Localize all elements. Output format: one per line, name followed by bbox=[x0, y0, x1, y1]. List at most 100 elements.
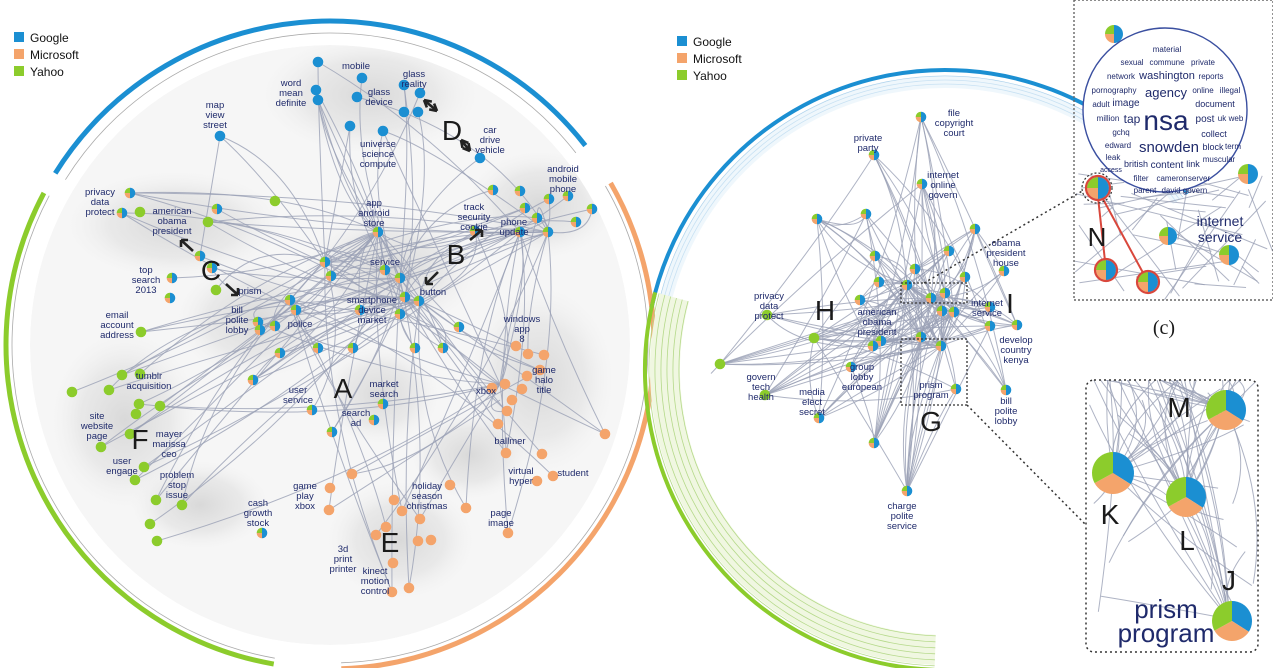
topic-node[interactable] bbox=[943, 245, 955, 257]
topic-node[interactable] bbox=[256, 527, 268, 539]
topic-node[interactable] bbox=[150, 494, 162, 506]
topic-node[interactable] bbox=[939, 287, 951, 299]
topic-node[interactable] bbox=[138, 461, 150, 473]
topic-node[interactable] bbox=[399, 291, 411, 303]
topic-node[interactable] bbox=[1000, 384, 1012, 396]
topic-node[interactable] bbox=[247, 374, 259, 386]
topic-node[interactable] bbox=[413, 295, 425, 307]
topic-node[interactable] bbox=[354, 304, 366, 316]
topic-node[interactable] bbox=[386, 586, 398, 598]
topic-node[interactable] bbox=[510, 340, 522, 352]
topic-node[interactable] bbox=[500, 447, 512, 459]
topic-node[interactable] bbox=[437, 342, 449, 354]
topic-node[interactable] bbox=[398, 79, 410, 91]
topic-node[interactable] bbox=[460, 502, 472, 514]
topic-node[interactable] bbox=[761, 309, 773, 321]
topic-node[interactable] bbox=[254, 324, 266, 336]
topic-node[interactable] bbox=[274, 347, 286, 359]
topic-node[interactable] bbox=[211, 203, 223, 215]
topic-node[interactable] bbox=[368, 414, 380, 426]
topic-node[interactable] bbox=[543, 193, 555, 205]
topic-node[interactable] bbox=[151, 535, 163, 547]
topic-node[interactable] bbox=[388, 494, 400, 506]
topic-node[interactable] bbox=[134, 206, 146, 218]
topic-node[interactable] bbox=[116, 207, 128, 219]
topic-node[interactable] bbox=[377, 398, 389, 410]
topic-node[interactable] bbox=[409, 342, 421, 354]
topic-node[interactable] bbox=[714, 358, 726, 370]
topic-node[interactable] bbox=[1011, 319, 1023, 331]
topic-node[interactable] bbox=[522, 348, 534, 360]
topic-node[interactable] bbox=[394, 272, 406, 284]
topic-node[interactable] bbox=[487, 184, 499, 196]
topic-node[interactable] bbox=[306, 404, 318, 416]
topic-node[interactable] bbox=[194, 250, 206, 262]
topic-node[interactable] bbox=[813, 412, 825, 424]
topic-node[interactable] bbox=[531, 212, 543, 224]
topic-node[interactable] bbox=[103, 384, 115, 396]
topic-node[interactable] bbox=[351, 91, 363, 103]
topic-node-K[interactable] bbox=[1092, 452, 1134, 494]
topic-node[interactable] bbox=[948, 306, 960, 318]
topic-node[interactable] bbox=[1135, 269, 1161, 295]
topic-node[interactable] bbox=[414, 87, 426, 99]
topic-node[interactable] bbox=[66, 386, 78, 398]
topic-node[interactable] bbox=[312, 342, 324, 354]
topic-node[interactable] bbox=[901, 485, 913, 497]
topic-node-J[interactable] bbox=[1212, 601, 1253, 642]
topic-node[interactable] bbox=[124, 187, 136, 199]
topic-node[interactable] bbox=[984, 320, 996, 332]
topic-node[interactable] bbox=[534, 364, 546, 376]
topic-node[interactable] bbox=[116, 369, 128, 381]
topic-node[interactable] bbox=[547, 470, 559, 482]
topic-node[interactable] bbox=[808, 332, 820, 344]
topic-node[interactable] bbox=[124, 428, 136, 440]
topic-node[interactable] bbox=[144, 518, 156, 530]
topic-node[interactable] bbox=[453, 321, 465, 333]
topic-node[interactable] bbox=[514, 226, 526, 238]
topic-node[interactable] bbox=[202, 216, 214, 228]
topic-node[interactable] bbox=[811, 213, 823, 225]
topic-node[interactable] bbox=[492, 418, 504, 430]
topic-node[interactable] bbox=[860, 208, 872, 220]
topic-node[interactable] bbox=[403, 582, 415, 594]
topic-node[interactable] bbox=[984, 301, 996, 313]
topic-node[interactable] bbox=[1238, 164, 1258, 184]
topic-node[interactable] bbox=[312, 56, 324, 68]
topic-node[interactable] bbox=[325, 270, 337, 282]
topic-node[interactable] bbox=[326, 426, 338, 438]
topic-node[interactable] bbox=[398, 106, 410, 118]
topic-node[interactable] bbox=[486, 382, 498, 394]
topic-node[interactable] bbox=[909, 263, 921, 275]
topic-node[interactable] bbox=[346, 468, 358, 480]
topic-node[interactable] bbox=[502, 527, 514, 539]
topic-node[interactable] bbox=[501, 405, 513, 417]
topic-node[interactable] bbox=[356, 72, 368, 84]
topic-node-L[interactable] bbox=[1166, 477, 1206, 517]
topic-node[interactable] bbox=[867, 340, 879, 352]
topic-node[interactable] bbox=[869, 250, 881, 262]
topic-node[interactable] bbox=[915, 331, 927, 343]
topic-node[interactable] bbox=[372, 226, 384, 238]
topic-node[interactable] bbox=[542, 226, 554, 238]
topic-node-M[interactable] bbox=[1206, 390, 1247, 430]
topic-node[interactable] bbox=[969, 223, 981, 235]
topic-node[interactable] bbox=[868, 437, 880, 449]
topic-node[interactable] bbox=[998, 265, 1010, 277]
topic-node[interactable] bbox=[324, 482, 336, 494]
topic-node[interactable] bbox=[536, 448, 548, 460]
topic-node[interactable] bbox=[516, 383, 528, 395]
topic-node[interactable] bbox=[444, 479, 456, 491]
topic-node[interactable] bbox=[1159, 227, 1177, 245]
topic-node[interactable] bbox=[310, 84, 322, 96]
topic-node[interactable] bbox=[95, 441, 107, 453]
topic-node[interactable] bbox=[959, 271, 971, 283]
topic-node[interactable] bbox=[379, 264, 391, 276]
topic-node[interactable] bbox=[412, 106, 424, 118]
topic-node[interactable] bbox=[845, 361, 857, 373]
topic-node[interactable] bbox=[252, 316, 264, 328]
topic-node[interactable] bbox=[154, 400, 166, 412]
topic-node[interactable] bbox=[425, 534, 437, 546]
topic-node[interactable] bbox=[135, 326, 147, 338]
topic-node[interactable] bbox=[531, 475, 543, 487]
